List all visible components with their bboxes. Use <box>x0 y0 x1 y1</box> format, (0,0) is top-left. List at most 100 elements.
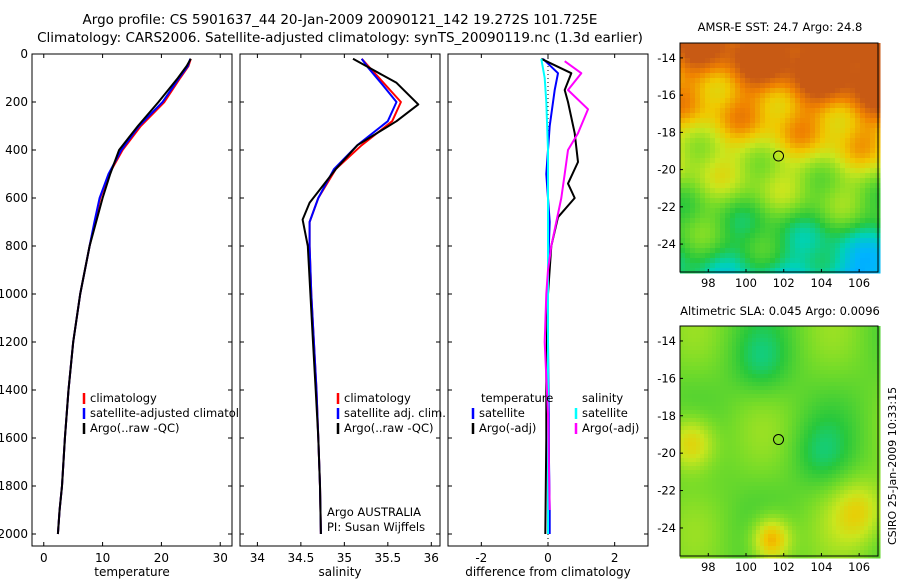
sla-map-cell <box>748 434 753 439</box>
sla-map-cell <box>788 474 793 479</box>
sla-map-cell <box>692 446 697 451</box>
sst-map-cell <box>860 213 866 219</box>
sla-map-cell <box>840 478 845 483</box>
sla-map-cell <box>728 534 733 539</box>
sla-map-cell <box>724 374 729 379</box>
sla-map-cell <box>720 478 725 483</box>
sst-map-cell <box>830 83 836 89</box>
sst-map-cell <box>725 148 731 154</box>
sla-map-cell <box>824 490 829 495</box>
sla-map-cell <box>836 526 841 531</box>
sla-map-cell <box>704 414 709 419</box>
sla-map-cell <box>868 354 873 359</box>
sst-map-cell <box>765 53 771 59</box>
sla-map-cell <box>868 358 873 363</box>
sst-map-cell <box>820 268 826 274</box>
sst-map-cell <box>805 173 811 179</box>
sst-map-cell <box>835 88 841 94</box>
sla-map-cell <box>820 542 825 547</box>
sst-map-cell <box>795 98 801 104</box>
sla-map-cell <box>868 342 873 347</box>
sla-map-cell <box>736 550 741 555</box>
sla-map-cell <box>816 506 821 511</box>
sla-map-cell <box>680 434 685 439</box>
sla-map-cell <box>760 366 765 371</box>
sst-map-cell <box>755 123 761 129</box>
sst-map-cell <box>695 188 701 194</box>
sst-map-cell <box>845 103 851 109</box>
sst-map-cell <box>865 58 871 64</box>
sla-map-cell <box>724 466 729 471</box>
sla-map-cell <box>788 486 793 491</box>
sst-map-cell <box>850 63 856 69</box>
sst-map-cell <box>865 63 871 69</box>
sst-map-cell <box>770 93 776 99</box>
sla-map-cell <box>820 518 825 523</box>
sst-map-cell <box>815 133 821 139</box>
sla-map-cell <box>772 550 777 555</box>
sla-map-cell <box>864 458 869 463</box>
sst-map-cell <box>840 238 846 244</box>
sla-map-cell <box>732 350 737 355</box>
sst-map-cell <box>680 178 686 184</box>
sla-map-cell <box>860 342 865 347</box>
sla-map-cell <box>868 522 873 527</box>
sst-map-cell <box>740 88 746 94</box>
sst-map-cell <box>690 103 696 109</box>
sla-map-cell <box>824 354 829 359</box>
sla-map-cell <box>724 462 729 467</box>
sla-map-cell <box>852 422 857 427</box>
sla-map-cell <box>872 410 877 415</box>
sst-map-cell <box>750 223 756 229</box>
sla-map-cell <box>764 466 769 471</box>
sla-map-cell <box>832 534 837 539</box>
sst-map-cell <box>825 103 831 109</box>
sst-map-cell <box>835 238 841 244</box>
sst-map-cell <box>735 138 741 144</box>
sla-map-cell <box>716 382 721 387</box>
sla-map-cell <box>692 450 697 455</box>
sst-map-cell <box>690 258 696 264</box>
sla-map-cell <box>868 382 873 387</box>
sst-map-cell <box>820 168 826 174</box>
sla-map-cell <box>796 542 801 547</box>
sst-map-cell <box>865 158 871 164</box>
sst-map-cell <box>735 268 741 274</box>
sst-map-cell <box>725 168 731 174</box>
sst-map-cell <box>685 198 691 204</box>
sst-map-cell <box>720 248 726 254</box>
sla-map-cell <box>852 482 857 487</box>
sst-map-cell <box>850 258 856 264</box>
sla-map-cell <box>848 406 853 411</box>
sla-map-cell <box>712 518 717 523</box>
sla-map-cell <box>740 350 745 355</box>
sst-map-cell <box>810 143 816 149</box>
sla-map-cell <box>768 394 773 399</box>
sla-map-cell <box>724 410 729 415</box>
sst-map-cell <box>785 193 791 199</box>
sst-map-cell <box>705 73 711 79</box>
sst-map-cell <box>825 138 831 144</box>
sla-map-cell <box>716 494 721 499</box>
sla-map-cell <box>816 354 821 359</box>
sla-map-cell <box>776 498 781 503</box>
sst-map-cell <box>695 58 701 64</box>
sst-map-cell <box>770 73 776 79</box>
sst-map-cell <box>800 243 806 249</box>
sla-map-cell <box>680 402 685 407</box>
sla-map-cell <box>756 374 761 379</box>
sla-map-cell <box>748 382 753 387</box>
sla-map-cell <box>740 542 745 547</box>
sst-map-cell <box>745 268 751 274</box>
sst-map-cell <box>720 253 726 259</box>
sla-map-cell <box>872 486 877 491</box>
sla-map-cell <box>848 430 853 435</box>
sla-map-cell <box>736 502 741 507</box>
sla-map-cell <box>696 346 701 351</box>
sla-map-cell <box>732 546 737 551</box>
sla-map-cell <box>724 530 729 535</box>
sla-map-cell <box>796 398 801 403</box>
sst-map-cell <box>740 173 746 179</box>
sla-map-cell <box>872 330 877 335</box>
sst-map-cell <box>680 138 686 144</box>
